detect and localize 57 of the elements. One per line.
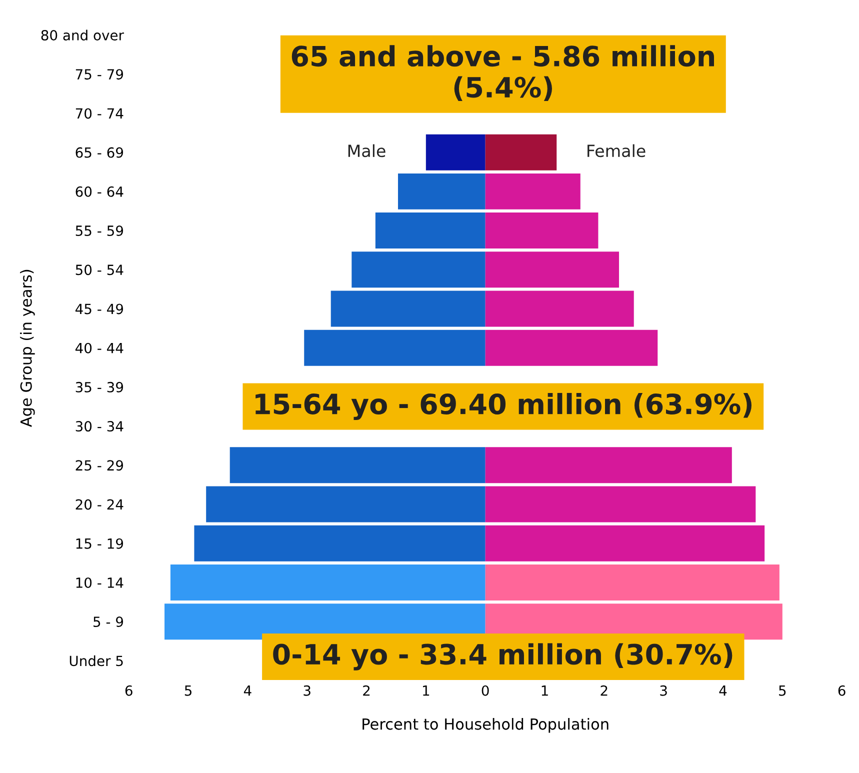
- y-tick-label: 55 - 59: [76, 226, 124, 236]
- x-tick-label: 1: [423, 686, 430, 696]
- bar: [485, 564, 780, 600]
- y-tick-label: 20 - 24: [76, 499, 124, 510]
- y-tick-label: 10 - 14: [76, 577, 124, 588]
- y-tick-label: 40 - 44: [75, 342, 124, 354]
- y-tick-label: 35 - 39: [76, 382, 124, 392]
- bar: [485, 330, 658, 366]
- annotation: 65 and above - 5.86 million (5.4%): [292, 45, 714, 101]
- bar: [194, 525, 486, 562]
- y-tick-label: 65 - 69: [76, 147, 124, 158]
- bar: [485, 252, 620, 288]
- y-tick-label: 60 - 64: [76, 186, 124, 197]
- bar: [206, 486, 486, 522]
- x-tick-label: 5: [779, 686, 786, 696]
- y-tick-label: Under 5: [70, 655, 123, 666]
- y-tick-label: 45 - 49: [75, 304, 124, 314]
- y-tick-label: 75 - 79: [76, 69, 124, 80]
- y-axis-title: Age Group (in years): [20, 270, 35, 427]
- bar: [426, 134, 486, 170]
- y-tick-label: 70 - 74: [76, 108, 124, 119]
- x-tick-label: 3: [660, 685, 667, 696]
- series-label: Male: [348, 144, 386, 158]
- bar: [170, 564, 486, 600]
- y-tick-label: 30 - 34: [76, 421, 124, 432]
- y-tick-label: 25 - 29: [76, 460, 124, 471]
- y-tick-label: 50 - 54: [76, 264, 124, 276]
- bar: [485, 173, 580, 210]
- bar: [485, 290, 634, 327]
- bar: [330, 290, 486, 327]
- x-tick-label: 6: [125, 685, 132, 696]
- x-tick-label: 5: [184, 686, 192, 696]
- bar: [485, 447, 732, 484]
- x-axis-title: Percent to Household Population: [362, 718, 608, 733]
- bar: [485, 525, 765, 562]
- x-tick-label: 4: [719, 686, 727, 696]
- annotation: 0-14 yo - 33.4 million (30.7%): [273, 643, 732, 670]
- x-tick-label: 1: [542, 686, 548, 696]
- x-tick-label: 4: [244, 686, 252, 696]
- x-tick-label: 3: [304, 685, 310, 696]
- bar: [375, 212, 486, 249]
- bar: [304, 330, 486, 366]
- bar: [352, 252, 486, 288]
- bar: [230, 447, 486, 484]
- x-tick-label: 0: [482, 685, 489, 696]
- bar: [485, 212, 598, 249]
- x-tick-label: 6: [838, 685, 846, 696]
- y-tick-label: 80 and over: [41, 30, 124, 40]
- annotation: 15-64 yo - 69.40 million (63.9%): [256, 392, 752, 420]
- y-tick-label: 5 - 9: [94, 616, 124, 628]
- bar: [485, 486, 756, 522]
- series-label: Female: [588, 144, 646, 158]
- x-tick-label: 2: [600, 685, 608, 696]
- y-tick-label: 15 - 19: [76, 538, 124, 549]
- bar: [398, 173, 486, 210]
- bar: [485, 134, 557, 170]
- x-tick-label: 2: [363, 685, 370, 696]
